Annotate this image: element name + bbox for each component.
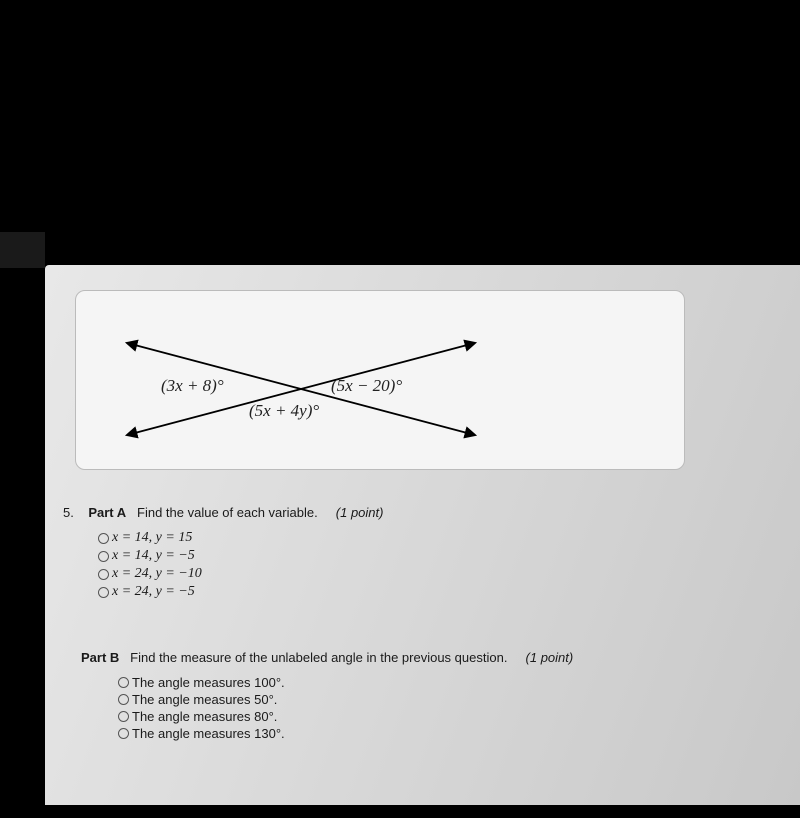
diagram-container: (3x + 8)° (5x − 20)° (5x + 4y)° bbox=[75, 290, 685, 470]
option-row[interactable]: The angle measures 50°. bbox=[118, 692, 703, 707]
part-a-text: Find the value of each variable. bbox=[137, 505, 318, 520]
angle-label-right: (5x − 20)° bbox=[331, 376, 402, 396]
part-a-options: x = 14, y = 15 x = 14, y = −5 x = 24, y … bbox=[98, 530, 703, 600]
option-text: x = 14, y = −5 bbox=[112, 548, 195, 564]
question-5-part-b: Part B Find the measure of the unlabeled… bbox=[63, 650, 703, 743]
part-b-prompt: Part B Find the measure of the unlabeled… bbox=[81, 650, 703, 665]
option-row[interactable]: The angle measures 80°. bbox=[118, 709, 703, 724]
option-row[interactable]: x = 24, y = −5 bbox=[98, 584, 703, 600]
mouse-cursor-icon: ↖ bbox=[270, 801, 282, 818]
part-a-label: Part A bbox=[88, 505, 126, 520]
option-row[interactable]: The angle measures 100°. bbox=[118, 675, 703, 690]
option-text: The angle measures 130°. bbox=[132, 726, 285, 741]
option-text: The angle measures 100°. bbox=[132, 675, 285, 690]
option-row[interactable]: The angle measures 130°. bbox=[118, 726, 703, 741]
part-b-text: Find the measure of the unlabeled angle … bbox=[130, 650, 507, 665]
angle-label-bottom: (5x + 4y)° bbox=[249, 401, 319, 421]
radio-icon[interactable] bbox=[118, 728, 129, 739]
option-row[interactable]: x = 14, y = −5 bbox=[98, 548, 703, 564]
radio-icon[interactable] bbox=[98, 533, 109, 544]
radio-icon[interactable] bbox=[98, 569, 109, 580]
radio-icon[interactable] bbox=[118, 694, 129, 705]
angle-label-left: (3x + 8)° bbox=[161, 376, 224, 396]
question-5-part-a: 5. Part A Find the value of each variabl… bbox=[63, 505, 703, 602]
dark-edge-strip bbox=[0, 232, 45, 268]
option-row[interactable]: x = 24, y = −10 bbox=[98, 566, 703, 582]
radio-icon[interactable] bbox=[98, 587, 109, 598]
option-text: The angle measures 50°. bbox=[132, 692, 277, 707]
radio-icon[interactable] bbox=[98, 551, 109, 562]
question-number: 5. bbox=[63, 505, 74, 520]
part-b-points: (1 point) bbox=[526, 650, 574, 665]
option-row[interactable]: x = 14, y = 15 bbox=[98, 530, 703, 546]
part-b-label: Part B bbox=[81, 650, 119, 665]
option-text: x = 24, y = −10 bbox=[112, 566, 202, 582]
worksheet-page: (3x + 8)° (5x − 20)° (5x + 4y)° 5. Part … bbox=[45, 265, 800, 805]
option-text: The angle measures 80°. bbox=[132, 709, 277, 724]
radio-icon[interactable] bbox=[118, 677, 129, 688]
option-text: x = 24, y = −5 bbox=[112, 584, 195, 600]
part-a-points: (1 point) bbox=[336, 505, 384, 520]
radio-icon[interactable] bbox=[118, 711, 129, 722]
part-a-prompt: 5. Part A Find the value of each variabl… bbox=[63, 505, 703, 520]
part-b-options: The angle measures 100°. The angle measu… bbox=[118, 675, 703, 741]
option-text: x = 14, y = 15 bbox=[112, 530, 192, 546]
